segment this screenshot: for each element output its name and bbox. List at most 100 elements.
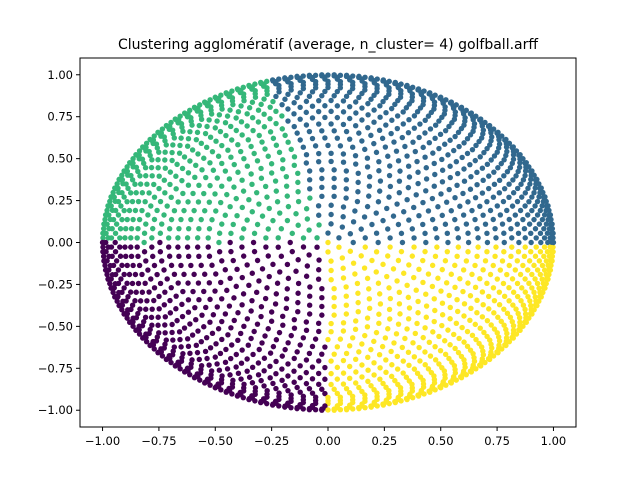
scatter-point — [284, 217, 291, 224]
scatter-point — [132, 271, 139, 278]
scatter-point — [442, 141, 448, 147]
scatter-point — [522, 190, 529, 196]
scatter-point — [265, 153, 271, 159]
scatter-point — [472, 321, 478, 328]
scatter-point — [325, 249, 331, 255]
scatter-point — [436, 118, 442, 124]
scatter-point — [445, 152, 451, 158]
scatter-point — [404, 197, 410, 203]
scatter-point — [467, 293, 474, 299]
scatter-point — [309, 390, 316, 396]
scatter-point — [295, 222, 301, 228]
scatter-point — [454, 182, 460, 188]
scatter-point — [526, 258, 533, 264]
scatter-point — [455, 244, 462, 250]
scatter-point — [303, 319, 310, 325]
scatter-point — [273, 385, 279, 392]
scatter-point — [334, 88, 341, 95]
scatter-point — [224, 366, 231, 372]
scatter-point — [347, 248, 354, 254]
scatter-point — [459, 154, 465, 161]
scatter-point — [234, 393, 241, 399]
scatter-point — [439, 167, 446, 173]
scatter-point — [102, 262, 108, 269]
scatter-point — [434, 244, 440, 250]
scatter-point — [479, 314, 486, 320]
scatter-point — [125, 293, 131, 300]
scatter-point — [279, 313, 286, 320]
scatter-point — [202, 271, 208, 277]
scatter-point — [480, 177, 486, 184]
scatter-point — [343, 168, 350, 174]
scatter-point — [352, 152, 359, 159]
scatter-point — [425, 366, 432, 372]
scatter-point — [484, 230, 490, 237]
scatter-point — [133, 190, 139, 196]
scatter-point — [312, 143, 319, 149]
scatter-point — [144, 298, 150, 304]
scatter-point — [124, 315, 130, 321]
scatter-point — [278, 253, 285, 259]
scatter-point — [248, 335, 254, 342]
scatter-point — [484, 280, 490, 287]
scatter-point — [328, 381, 334, 388]
scatter-point — [352, 122, 359, 129]
scatter-point — [439, 322, 445, 329]
scatter-point — [143, 338, 150, 345]
scatter-point — [285, 361, 291, 367]
scatter-point — [204, 123, 210, 130]
scatter-point — [532, 226, 539, 232]
scatter-point — [404, 282, 410, 288]
scatter-point — [291, 154, 298, 160]
scatter-point — [391, 139, 397, 145]
scatter-point — [135, 253, 141, 259]
scatter-point — [350, 219, 357, 225]
scatter-point — [191, 104, 198, 111]
scatter-point — [135, 226, 141, 232]
scatter-point — [268, 161, 275, 167]
scatter-point — [203, 304, 209, 311]
scatter-point — [383, 369, 389, 376]
scatter-point — [235, 169, 241, 175]
scatter-point — [501, 322, 507, 328]
scatter-point — [130, 323, 136, 329]
scatter-point — [116, 289, 122, 296]
scatter-point — [157, 230, 164, 236]
scatter-point — [177, 336, 183, 343]
scatter-point — [353, 318, 359, 324]
scatter-point — [251, 150, 257, 157]
scatter-point — [178, 344, 184, 350]
scatter-point — [235, 337, 241, 344]
scatter-point — [490, 126, 497, 132]
scatter-point — [194, 244, 201, 250]
scatter-point — [181, 271, 187, 278]
scatter-point — [399, 134, 406, 141]
scatter-point — [474, 309, 480, 316]
scatter-point — [246, 105, 253, 111]
scatter-point — [340, 159, 347, 165]
scatter-point — [156, 185, 162, 192]
scatter-point — [194, 129, 201, 136]
scatter-point — [529, 194, 535, 200]
scatter-point — [518, 298, 524, 304]
scatter-point — [253, 289, 260, 296]
scatter-point — [239, 235, 245, 241]
scatter-point — [112, 185, 118, 191]
scatter-point — [174, 161, 180, 168]
scatter-point — [199, 312, 205, 318]
scatter-point — [196, 225, 202, 232]
scatter-point — [159, 258, 165, 264]
scatter-point — [346, 115, 353, 122]
scatter-point — [537, 207, 544, 214]
scatter-point — [234, 86, 241, 92]
scatter-point — [328, 121, 334, 127]
scatter-point — [254, 221, 261, 228]
scatter-point — [423, 291, 429, 297]
scatter-point — [513, 306, 519, 312]
scatter-point — [452, 216, 458, 223]
scatter-point — [331, 312, 337, 318]
scatter-point — [265, 253, 271, 259]
scatter-points — [99, 72, 557, 413]
scatter-point — [228, 154, 234, 160]
scatter-point — [437, 131, 444, 138]
